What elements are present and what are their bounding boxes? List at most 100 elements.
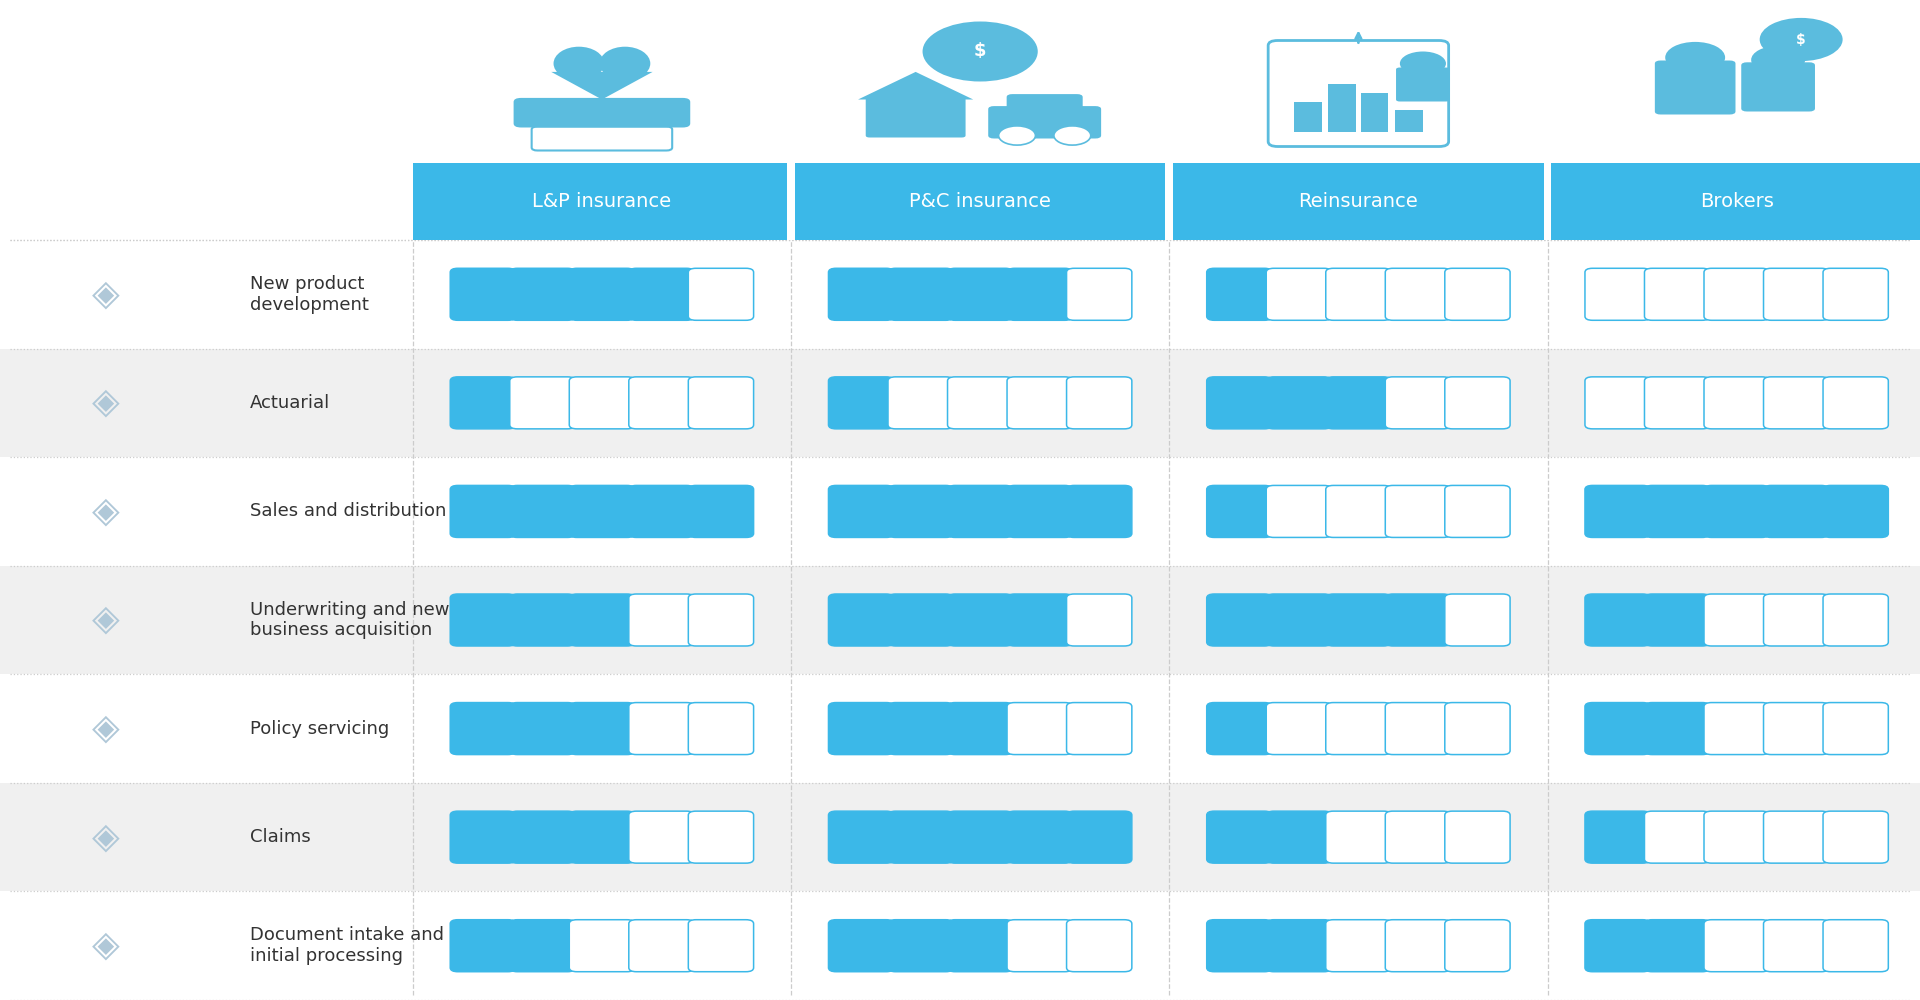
FancyBboxPatch shape	[1705, 811, 1770, 863]
FancyBboxPatch shape	[1586, 594, 1651, 646]
Text: ◈: ◈	[92, 712, 119, 746]
FancyBboxPatch shape	[1763, 811, 1828, 863]
FancyBboxPatch shape	[1824, 811, 1889, 863]
FancyBboxPatch shape	[1741, 62, 1814, 111]
FancyBboxPatch shape	[1066, 703, 1131, 755]
FancyBboxPatch shape	[887, 377, 952, 429]
Text: ◈: ◈	[92, 277, 119, 311]
FancyBboxPatch shape	[1824, 377, 1889, 429]
Polygon shape	[858, 72, 973, 100]
FancyBboxPatch shape	[1644, 811, 1711, 863]
FancyBboxPatch shape	[1267, 268, 1332, 320]
FancyBboxPatch shape	[1446, 377, 1511, 429]
FancyBboxPatch shape	[1386, 268, 1452, 320]
FancyBboxPatch shape	[1763, 703, 1828, 755]
FancyBboxPatch shape	[828, 377, 893, 429]
FancyBboxPatch shape	[509, 703, 576, 755]
FancyBboxPatch shape	[1327, 268, 1392, 320]
FancyBboxPatch shape	[630, 811, 695, 863]
Text: New product
development: New product development	[250, 275, 369, 314]
FancyBboxPatch shape	[1006, 485, 1071, 537]
FancyBboxPatch shape	[687, 594, 753, 646]
Bar	[0, 566, 1920, 674]
FancyBboxPatch shape	[1208, 920, 1273, 972]
FancyBboxPatch shape	[1267, 377, 1332, 429]
FancyBboxPatch shape	[630, 703, 695, 755]
Text: Reinsurance: Reinsurance	[1298, 192, 1419, 211]
FancyBboxPatch shape	[1006, 268, 1071, 320]
Text: ◈: ◈	[92, 603, 119, 637]
FancyBboxPatch shape	[509, 920, 576, 972]
FancyBboxPatch shape	[1644, 594, 1711, 646]
FancyBboxPatch shape	[1824, 594, 1889, 646]
FancyBboxPatch shape	[828, 268, 893, 320]
FancyBboxPatch shape	[1386, 703, 1452, 755]
FancyBboxPatch shape	[1446, 594, 1511, 646]
FancyBboxPatch shape	[1705, 703, 1770, 755]
Ellipse shape	[553, 47, 605, 80]
FancyBboxPatch shape	[449, 485, 515, 537]
FancyBboxPatch shape	[1208, 703, 1273, 755]
FancyBboxPatch shape	[1327, 485, 1392, 537]
FancyBboxPatch shape	[1446, 703, 1511, 755]
FancyBboxPatch shape	[449, 377, 515, 429]
FancyBboxPatch shape	[1066, 811, 1131, 863]
FancyBboxPatch shape	[630, 485, 695, 537]
FancyBboxPatch shape	[1386, 594, 1452, 646]
Text: Sales and distribution: Sales and distribution	[250, 502, 445, 520]
FancyBboxPatch shape	[828, 703, 893, 755]
FancyBboxPatch shape	[1824, 268, 1889, 320]
Bar	[1169, 163, 1548, 240]
FancyBboxPatch shape	[1644, 703, 1711, 755]
FancyBboxPatch shape	[1705, 485, 1770, 537]
FancyBboxPatch shape	[1386, 485, 1452, 537]
FancyBboxPatch shape	[568, 485, 634, 537]
Ellipse shape	[599, 47, 651, 80]
FancyBboxPatch shape	[887, 920, 952, 972]
Circle shape	[1054, 126, 1091, 145]
FancyBboxPatch shape	[989, 106, 1100, 139]
FancyBboxPatch shape	[887, 703, 952, 755]
Circle shape	[998, 126, 1035, 145]
FancyBboxPatch shape	[1655, 60, 1736, 114]
FancyBboxPatch shape	[828, 920, 893, 972]
FancyBboxPatch shape	[1066, 920, 1131, 972]
FancyBboxPatch shape	[1705, 377, 1770, 429]
FancyBboxPatch shape	[449, 920, 515, 972]
FancyBboxPatch shape	[1327, 377, 1392, 429]
Text: Underwriting and new
business acquisition: Underwriting and new business acquisitio…	[250, 601, 449, 639]
FancyBboxPatch shape	[1066, 485, 1131, 537]
FancyBboxPatch shape	[687, 920, 753, 972]
Bar	[787, 163, 795, 240]
Bar	[1548, 163, 1920, 240]
Bar	[1544, 163, 1551, 240]
FancyBboxPatch shape	[509, 377, 576, 429]
FancyBboxPatch shape	[1446, 485, 1511, 537]
FancyBboxPatch shape	[687, 811, 753, 863]
FancyBboxPatch shape	[630, 377, 695, 429]
FancyBboxPatch shape	[630, 920, 695, 972]
FancyBboxPatch shape	[887, 485, 952, 537]
FancyBboxPatch shape	[1824, 703, 1889, 755]
Text: Brokers: Brokers	[1699, 192, 1774, 211]
Circle shape	[1751, 46, 1805, 74]
Text: $: $	[1797, 32, 1807, 46]
FancyBboxPatch shape	[1763, 594, 1828, 646]
FancyBboxPatch shape	[1327, 920, 1392, 972]
FancyBboxPatch shape	[1705, 594, 1770, 646]
FancyBboxPatch shape	[1006, 703, 1071, 755]
FancyBboxPatch shape	[1644, 485, 1711, 537]
Polygon shape	[551, 72, 653, 100]
FancyBboxPatch shape	[947, 811, 1014, 863]
FancyBboxPatch shape	[828, 594, 893, 646]
FancyBboxPatch shape	[947, 594, 1014, 646]
FancyBboxPatch shape	[1763, 377, 1828, 429]
FancyBboxPatch shape	[630, 268, 695, 320]
Bar	[1165, 163, 1173, 240]
FancyBboxPatch shape	[1396, 68, 1450, 102]
FancyBboxPatch shape	[1267, 811, 1332, 863]
FancyBboxPatch shape	[1824, 485, 1889, 537]
FancyBboxPatch shape	[1267, 703, 1332, 755]
Text: L&P insurance: L&P insurance	[532, 192, 672, 211]
FancyBboxPatch shape	[828, 485, 893, 537]
